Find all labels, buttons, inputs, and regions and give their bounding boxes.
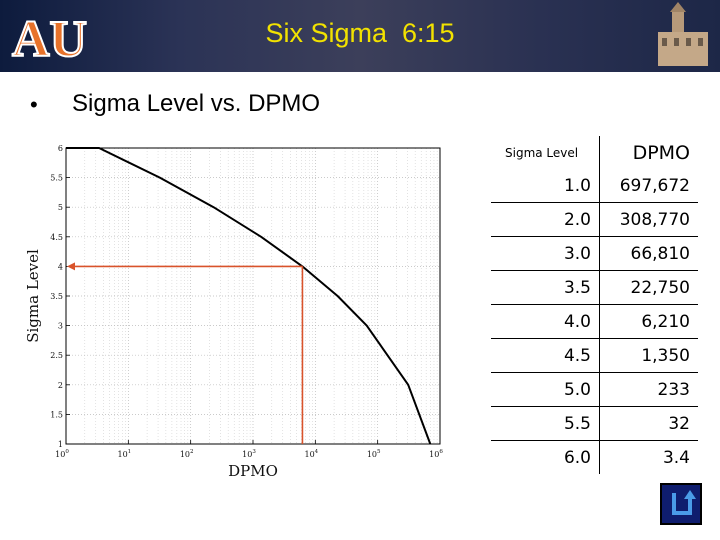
x-tick-label: 106 — [429, 449, 443, 459]
slide-title: Six Sigma 6:15 — [265, 18, 455, 48]
logo-text: AU — [12, 11, 87, 66]
header-sigma-level: Sigma Level — [491, 136, 600, 169]
sigma-dpmo-table: Sigma Level DPMO 1.0 697,672 2.0 308,770 3.0… — [491, 136, 698, 474]
sigma-level-cell: 6.0 — [491, 440, 600, 474]
table-row: 3.5 22,750 — [491, 270, 698, 305]
table-row: 5.0 233 — [491, 372, 698, 407]
y-tick-label: 2.5 — [50, 351, 63, 360]
y-tick-label: 1 — [58, 440, 63, 449]
x-tick-label: 104 — [304, 449, 318, 459]
x-tick-label: 102 — [180, 449, 194, 459]
slide-subtitle: Sigma Level vs. DPMO — [72, 90, 321, 117]
dpmo-cell: 3.4 — [599, 440, 698, 474]
sigma-level-cell: 4.0 — [491, 304, 600, 339]
dpmo-cell: 1,350 — [599, 338, 698, 373]
y-tick-label: 4 — [58, 262, 63, 271]
table-header-row: Sigma Level DPMO — [491, 136, 698, 169]
sigma-curve — [66, 147, 432, 445]
dpmo-cell: 697,672 — [599, 169, 698, 203]
return-button[interactable] — [660, 483, 702, 525]
table-row: 2.0 308,770 — [491, 202, 698, 237]
table-row: 1.0 697,672 — [491, 169, 698, 203]
y-tick-label: 4.5 — [50, 233, 63, 242]
dpmo-cell: 32 — [599, 406, 698, 441]
y-axis-label: Sigma Level — [26, 249, 42, 343]
sigma-level-cell: 2.0 — [491, 202, 600, 237]
y-tick-label: 1.5 — [50, 410, 63, 419]
header-banner: AU Six Sigma 6:15 — [0, 0, 720, 72]
return-arrow-icon — [672, 490, 696, 515]
x-tick-label: 105 — [367, 449, 381, 459]
x-axis-label: DPMO — [228, 462, 278, 480]
table-row: 5.5 32 — [491, 406, 698, 441]
table-row: 4.5 1,350 — [491, 338, 698, 373]
x-tick-label: 100 — [55, 449, 69, 459]
table-row: 6.0 3.4 — [491, 440, 698, 474]
y-tick-label: 3 — [58, 322, 63, 331]
sigma-level-cell: 4.5 — [491, 338, 600, 373]
y-tick-label: 2 — [58, 381, 63, 390]
y-tick-label: 6 — [58, 144, 63, 153]
dpmo-cell: 22,750 — [599, 270, 698, 305]
dpmo-cell: 6,210 — [599, 304, 698, 339]
table-row: 4.0 6,210 — [491, 304, 698, 339]
tower-image — [658, 2, 708, 66]
sigma-dpmo-chart: 1 1.5 2 2.5 3 3.5 4 4.5 5 5.5 6 100 101 102 103 104 105 1… — [26, 144, 443, 480]
dpmo-cell: 66,810 — [599, 236, 698, 271]
y-tick-label: 3.5 — [50, 292, 63, 301]
y-tick-label: 5.5 — [50, 174, 63, 183]
sigma-level-cell: 3.5 — [491, 270, 600, 305]
bullet-icon: • — [30, 92, 38, 117]
sigma-level-cell: 3.0 — [491, 236, 600, 271]
dpmo-cell: 308,770 — [599, 202, 698, 237]
dpmo-cell: 233 — [599, 372, 698, 407]
auburn-logo: AU — [11, 10, 88, 66]
x-tick-label: 103 — [242, 449, 256, 459]
x-tick-label: 101 — [117, 449, 131, 459]
table-row: 3.0 66,810 — [491, 236, 698, 271]
sigma-level-cell: 5.5 — [491, 406, 600, 441]
annotation-arrowhead — [67, 262, 75, 271]
sigma-level-cell: 1.0 — [491, 169, 600, 203]
sigma-level-cell: 5.0 — [491, 372, 600, 407]
header-dpmo: DPMO — [599, 136, 698, 169]
y-tick-label: 5 — [58, 203, 63, 212]
